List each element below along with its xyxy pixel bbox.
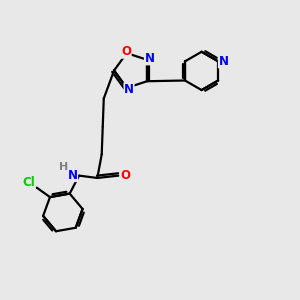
Text: Cl: Cl <box>22 176 35 189</box>
Text: O: O <box>121 45 131 58</box>
Text: N: N <box>145 52 154 65</box>
Text: O: O <box>120 169 130 182</box>
Text: H: H <box>59 162 68 172</box>
Text: N: N <box>218 55 228 68</box>
Text: N: N <box>124 83 134 96</box>
Text: N: N <box>68 169 78 182</box>
